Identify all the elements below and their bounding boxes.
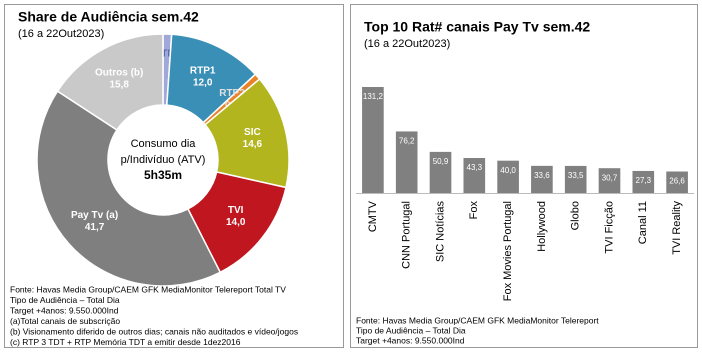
footnote: Target +4anos: 9.550.000Ind xyxy=(10,305,119,315)
bar xyxy=(666,171,688,193)
x-tick-label: Canal 11 xyxy=(637,201,649,244)
chart-subtitle: (16 a 22Out2023) xyxy=(18,28,104,40)
slice-label: RTP1 xyxy=(190,66,216,77)
bar-value-label: 27,3 xyxy=(636,176,652,185)
center-text: Consumo dia xyxy=(131,138,197,150)
bar-value-label: 33,6 xyxy=(534,171,550,180)
chart-subtitle: (16 a 22Out2023) xyxy=(364,38,450,50)
x-tick-label: CNN Portugal xyxy=(401,201,413,269)
x-tick-label: SIC Notícias xyxy=(434,201,446,263)
footnote: Fonte: Havas Media Group/CAEM GFK MediaM… xyxy=(10,284,286,294)
bar-value-label: 43,3 xyxy=(467,163,483,172)
slice-label: RTP2 xyxy=(219,88,245,99)
chart-title: Share de Audiência sem.42 xyxy=(18,9,199,25)
x-tick-label: Hollywood xyxy=(536,201,548,252)
x-tick-label: TVI Reality xyxy=(671,201,683,255)
donut-slice xyxy=(36,90,222,287)
bar xyxy=(497,160,519,193)
footnote: Target +4anos: 9.550.000Ind xyxy=(356,335,465,345)
footnote: Tipo de Audiência – Total Dia xyxy=(10,295,120,305)
slice-label: Outros (b) xyxy=(95,68,143,79)
bar xyxy=(429,151,452,193)
bar-value-label: 30,7 xyxy=(602,173,618,182)
slice-value: 12,0 xyxy=(193,78,213,89)
footnote: (b) Visionamento diferido de outros dias… xyxy=(10,326,298,336)
center-text: 5h35m xyxy=(144,168,182,182)
bar-value-label: 33,5 xyxy=(568,171,584,180)
slice-label: SIC xyxy=(244,127,261,138)
x-tick-label: Fox Movies Portugal xyxy=(502,201,514,301)
chart-title: Top 10 Rat# canais Pay Tv sem.42 xyxy=(364,19,590,35)
bar xyxy=(531,165,553,193)
x-tick-label: CMTV xyxy=(367,200,379,232)
bar xyxy=(632,170,655,193)
x-tick-label: Fox xyxy=(468,201,480,220)
bar xyxy=(395,131,418,193)
footnote: (c) RTP 3 TDT + RTP Memória TDT a emitir… xyxy=(10,337,241,347)
donut-slice xyxy=(56,33,164,131)
bar xyxy=(463,158,486,193)
bar-value-label: 76,2 xyxy=(399,137,415,146)
slice-value: 15,8 xyxy=(109,80,129,91)
bar-value-label: 26,6 xyxy=(669,177,685,186)
x-tick-label: Globo xyxy=(570,201,582,230)
x-tick-label: TVI Ficção xyxy=(603,201,615,254)
slice-label: TVI xyxy=(228,205,244,216)
bar xyxy=(564,165,587,193)
slice-value: 14,0 xyxy=(226,217,246,228)
bar xyxy=(598,168,621,193)
bar-value-label: 50,9 xyxy=(433,157,449,166)
footnote: Tipo de Audiência – Total Dia xyxy=(356,325,466,335)
bar-value-label: 131,2 xyxy=(363,92,384,101)
slice-value: 14,6 xyxy=(243,139,263,150)
bar xyxy=(362,87,384,193)
bar-value-label: 40,0 xyxy=(500,166,516,175)
slice-label: Pay Tv (a) xyxy=(71,210,118,221)
center-text: p/Indivíduo (ATV) xyxy=(121,154,206,166)
footnote: Fonte: Havas Media Group/CAEM GFK MediaM… xyxy=(356,315,599,325)
footnote: (a)Total canais de subscrição xyxy=(10,316,120,326)
slice-value: 41,7 xyxy=(85,222,105,233)
